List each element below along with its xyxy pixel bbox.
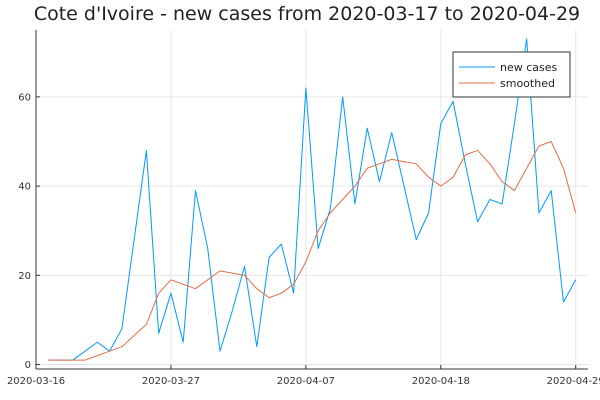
x-tick-label: 2020-03-27 <box>142 376 200 387</box>
x-tick-label: 2020-04-18 <box>412 376 470 387</box>
series-line-smoothed <box>48 141 577 361</box>
axes: 2020-03-16 2020-03-27 2020-04-07 2020-04-18… <box>7 30 600 387</box>
y-tick-label: 0 <box>25 360 31 371</box>
legend-box <box>452 51 571 98</box>
x-tick-label: 2020-04-29 <box>547 376 600 387</box>
y-tick-label: 40 <box>18 182 31 193</box>
plot-area <box>48 38 577 361</box>
series-line-new-cases <box>48 38 577 361</box>
legend: new cases smoothed <box>452 51 571 98</box>
chart-title: Cote d'Ivoire - new cases from 2020-03-1… <box>34 3 580 25</box>
legend-label: smoothed <box>500 77 555 90</box>
y-tick-label: 60 <box>18 92 31 103</box>
y-tick-label: 20 <box>18 271 31 282</box>
x-tick-label: 2020-03-16 <box>7 376 65 387</box>
x-tick-label: 2020-04-07 <box>277 376 335 387</box>
legend-label: new cases <box>500 61 558 74</box>
